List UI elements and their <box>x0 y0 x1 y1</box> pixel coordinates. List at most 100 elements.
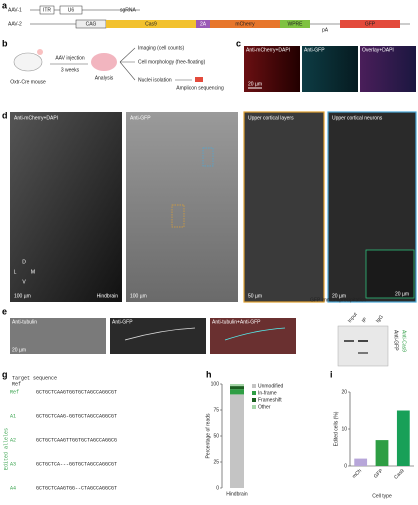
lane-label: IgG <box>375 314 385 324</box>
y-label: Edited cells (%) <box>333 411 339 446</box>
scale-bar: 20 µm <box>248 81 262 87</box>
x-tick-label: mCh <box>351 468 363 480</box>
element: Cas9 <box>145 21 157 27</box>
outcome: Nuclei isolation <box>138 77 172 83</box>
panel-label: h <box>206 369 212 379</box>
element: sgRNA <box>120 7 137 13</box>
legend-swatch <box>252 398 256 402</box>
image-title: Anti-mCherry+DAPI <box>246 47 290 53</box>
ref-label: Ref <box>12 381 21 387</box>
y-tick-label: 75 <box>213 407 219 413</box>
y-tick-label: 100 <box>211 381 220 387</box>
legend-entry: In-frame <box>258 390 277 396</box>
analysis-label: Analysis <box>95 75 114 81</box>
y-tick-label: 10 <box>341 426 347 432</box>
lane-label: Input <box>347 311 359 324</box>
panel-label: d <box>2 110 8 120</box>
mouse-label: Oxtr-Cre mouse <box>10 79 46 85</box>
x-label: Hindbrain <box>226 491 248 497</box>
panel-e: Anti-tubulin Anti-GFP Anti-tubulin+Anti-… <box>10 318 296 354</box>
outcome: Amplicon sequencing <box>176 85 224 91</box>
image-title: Anti-GFP <box>304 47 325 53</box>
y-tick-label: 0 <box>344 463 347 469</box>
panel-label: i <box>330 369 333 379</box>
bar <box>396 410 410 466</box>
y-tick-label: 25 <box>213 459 219 465</box>
element: WPRE <box>288 21 304 27</box>
row-label: A4 <box>10 485 16 491</box>
legend-swatch <box>252 391 256 395</box>
element: U6 <box>68 7 75 13</box>
panel-label: b <box>2 38 8 48</box>
bar-segment <box>230 386 244 390</box>
panel-label: c <box>236 38 241 48</box>
row-label: Ref <box>10 389 19 395</box>
lane-label: IP <box>361 316 369 324</box>
image-title: Upper cortical layers <box>248 115 294 121</box>
outcome: Cell morphology (free-floating) <box>138 59 206 65</box>
side-label: Anti-Cas9 <box>401 330 407 352</box>
orientation: M <box>31 269 35 275</box>
panel-label: a <box>2 0 8 10</box>
image-title: Anti-tubulin <box>12 319 37 325</box>
sequence: GCTGCTCAAG-GGTGCTAGCCAGGCGT <box>36 413 117 419</box>
element: CAG <box>86 21 97 27</box>
scale-bar: 20 µm <box>332 293 346 299</box>
panel-c: Anti-mCherry+DAPI Anti-GFP Overlay+DAPI … <box>244 46 416 92</box>
image-title: Upper cortical neurons <box>332 115 383 121</box>
x-tick-label: Cas9 <box>393 468 406 481</box>
region: Hindbrain <box>97 293 119 299</box>
time-label: 3 weeks <box>61 67 80 73</box>
orientation: V <box>22 279 26 285</box>
header: Target sequence <box>12 375 57 381</box>
sequence: GCTGCTCA---GGTGCTAGCCAGGCGT <box>36 461 117 467</box>
legend-entry: Frameshift <box>258 397 282 403</box>
orientation: D <box>22 259 26 265</box>
panel-g: Target sequence Ref A1 A2 A3 A4 GCTGCTCA… <box>3 375 117 491</box>
scale-bar: 20 µm <box>395 291 409 297</box>
side-label: Edited alleles <box>3 428 9 470</box>
scale-bar: 20 µm <box>12 347 26 353</box>
outcome: Imaging (cell counts) <box>138 45 184 51</box>
row-label: A3 <box>10 461 16 467</box>
sequence: GCTGCTCAAGTGGTGCTAGCCAGGCGT <box>36 389 117 395</box>
image-title: Anti-tubulin+Anti-GFP <box>212 319 261 325</box>
panel-label: g <box>2 369 8 379</box>
y-label: Percentage of reads <box>205 413 211 459</box>
image-title: Anti-GFP <box>130 115 151 121</box>
bar-segment <box>230 389 244 395</box>
image-title: Overlay+DAPI <box>362 47 394 53</box>
x-label: Cell type <box>372 493 392 499</box>
legend-entry: Other <box>258 404 271 410</box>
schematic: Oxtr-Cre mouse AAV injection 3 weeks Ana… <box>10 45 224 91</box>
y-tick-label: 0 <box>216 485 219 491</box>
sequence: GCTGCTCAAGTGG--CTAGCCAGGCGT <box>36 485 117 491</box>
element: 2A <box>200 21 207 27</box>
construct-row: AAV-2 <box>8 21 22 27</box>
scale-bar: 100 µm <box>130 293 147 299</box>
y-tick-label: 20 <box>341 389 347 395</box>
x-tick-label: GFP <box>373 468 385 480</box>
legend-swatch <box>252 384 256 388</box>
row-label: A2 <box>10 437 16 443</box>
element: GFP <box>365 21 376 27</box>
bar <box>375 440 389 466</box>
bar <box>354 458 368 466</box>
construct-row: AAV-1 <box>8 7 22 13</box>
row-label: A1 <box>10 413 16 419</box>
element: mCherry <box>235 21 255 27</box>
bar-segment <box>230 394 244 488</box>
scale-bar: 50 µm <box>248 293 262 299</box>
sequence: GCTGCTCAAGTTGGTGCTAGCCAGGCG <box>36 437 117 443</box>
element: pA <box>322 27 329 33</box>
injection-label: AAV injection <box>55 55 85 61</box>
panel-f: GFP immunoprecipitation Input IP IgG Ant… <box>310 297 407 367</box>
y-tick-label: 50 <box>213 433 219 439</box>
side-label: Anti-GFP <box>393 330 399 351</box>
legend-swatch <box>252 405 256 409</box>
panel-label: e <box>2 306 7 316</box>
panel-title: GFP immunoprecipitation <box>310 297 367 303</box>
scale-bar: 100 µm <box>14 293 31 299</box>
